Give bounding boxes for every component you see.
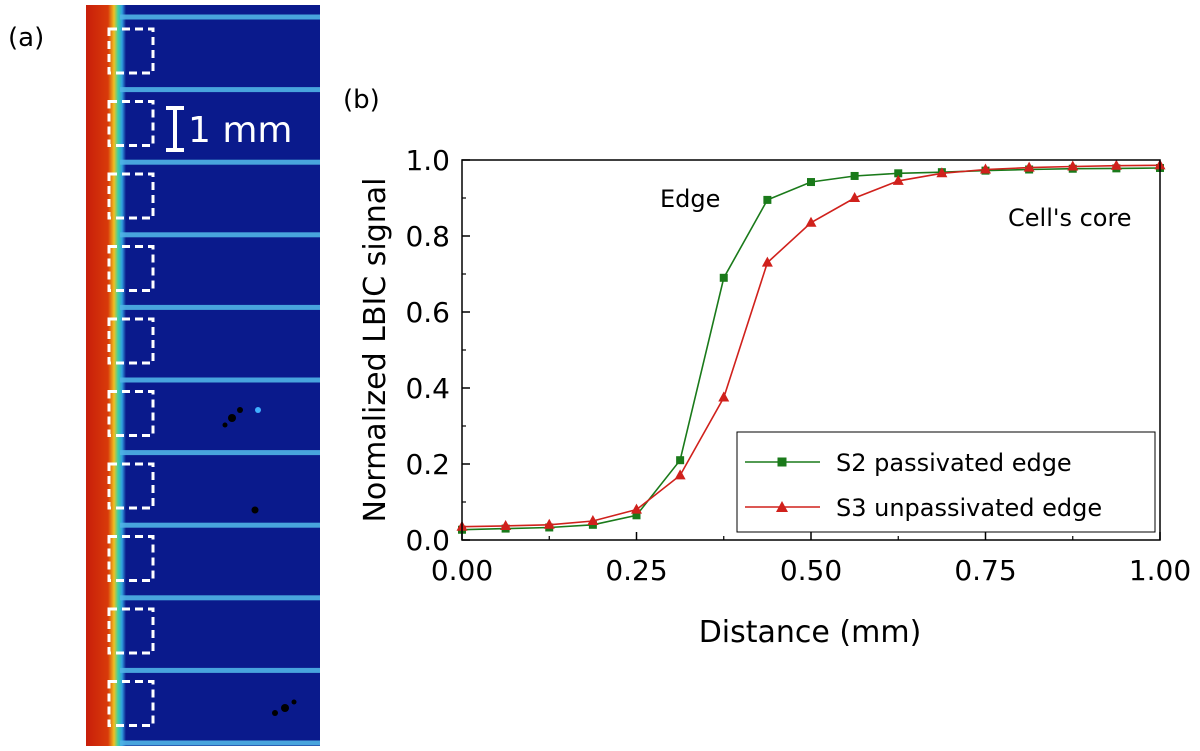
measurement-box (107, 390, 155, 437)
plot-frame (461, 159, 1161, 541)
axis-ticks: 0.00 0.25 0.50 0.75 1.00 0.0 0.2 0.4 0.6 0.8 1.0 (405, 144, 1191, 587)
lbic-map: 1 mm (86, 5, 320, 746)
defect-spot (291, 699, 297, 705)
grid-finger (120, 667, 320, 673)
grid-fingers (120, 14, 320, 746)
defect-spot (251, 506, 259, 514)
measurement-box (107, 245, 155, 292)
data-point-s3 (543, 518, 555, 529)
y-tick-label: 1.0 (405, 144, 450, 177)
defect-spots (222, 407, 297, 716)
defect-spot (237, 407, 243, 413)
measurement-box (107, 27, 155, 75)
data-point-s3 (892, 174, 904, 185)
legend-label-s2: S2 passivated edge (836, 449, 1072, 477)
grid-finger (120, 232, 320, 238)
measurement-box (107, 100, 155, 147)
y-tick-label: 0.8 (405, 220, 450, 253)
bright-spot (255, 407, 261, 413)
y-tick-label: 0.4 (405, 372, 450, 405)
data-point-s2 (632, 511, 641, 520)
grid-finger (120, 87, 320, 93)
data-point-s3 (1067, 160, 1079, 171)
defect-spot (228, 414, 236, 422)
y-axis-label: Normalized LBIC signal (358, 177, 393, 522)
lbic-chart: 0.00 0.25 0.50 0.75 1.00 0.0 0.2 0.4 0.6 0.8 1.0 D… (358, 144, 1191, 650)
defect-spot (272, 710, 278, 716)
grid-finger (120, 14, 320, 20)
cell-edge-region (86, 5, 126, 746)
defect-spot (281, 704, 289, 712)
x-axis-label: Distance (mm) (699, 615, 922, 650)
data-point-s3 (674, 469, 686, 480)
data-point-s2 (850, 171, 859, 180)
series-layer (456, 159, 1166, 534)
legend-marker-s3 (776, 501, 788, 512)
measurement-box (107, 172, 155, 220)
data-point-s3 (1023, 161, 1035, 172)
y-tick-label: 0.0 (405, 524, 450, 557)
y-tick-label: 0.6 (405, 296, 450, 329)
data-point-s2 (676, 456, 685, 465)
data-point-s2 (763, 195, 772, 204)
data-point-s3 (805, 216, 817, 227)
data-point-s3 (718, 391, 730, 402)
defect-spot (222, 422, 228, 428)
measurement-box (107, 317, 155, 365)
measurement-box (107, 607, 155, 655)
panel-a-label: (a) (8, 23, 44, 53)
legend-marker-s2 (777, 457, 787, 467)
annotation-cells-core: Cell's core (1008, 204, 1132, 232)
legend-label-s3: S3 unpassivated edge (836, 494, 1102, 522)
grid-finger (120, 450, 320, 456)
grid-finger (120, 159, 320, 165)
legend-box (736, 431, 1156, 533)
x-tick-label: 0.75 (954, 554, 1016, 587)
panel-b-label: (b) (343, 85, 380, 115)
data-point-s3 (980, 163, 991, 174)
data-point-s2 (807, 178, 815, 187)
x-tick-label: 1.00 (1129, 554, 1191, 587)
scale-bar: 1 mm (166, 106, 292, 152)
grid-finger (120, 522, 320, 528)
y-tick-label: 0.2 (405, 448, 450, 481)
grid-finger (120, 740, 320, 746)
legend: S2 passivated edge S3 unpassivated edge (736, 431, 1156, 533)
data-point-s3 (761, 256, 773, 267)
data-point-s3 (936, 167, 948, 178)
annotation-edge: Edge (660, 185, 720, 213)
data-point-s2 (719, 273, 728, 282)
measurement-boxes (107, 27, 155, 727)
grid-finger (120, 304, 320, 310)
x-tick-label: 0.00 (431, 554, 493, 587)
grid-finger (120, 595, 320, 601)
x-tick-label: 0.25 (605, 554, 667, 587)
data-point-s2 (894, 169, 903, 178)
measurement-box (107, 535, 155, 582)
data-point-s3 (849, 192, 861, 202)
data-point-s3 (1110, 159, 1122, 170)
data-point-s3 (587, 515, 599, 525)
x-tick-label: 0.50 (780, 554, 842, 587)
grid-finger (120, 377, 320, 383)
data-point-s3 (631, 503, 642, 514)
data-point-s3 (500, 519, 512, 530)
measurement-box (107, 680, 155, 727)
scale-bar-label: 1 mm (188, 110, 292, 151)
measurement-box (107, 462, 155, 510)
